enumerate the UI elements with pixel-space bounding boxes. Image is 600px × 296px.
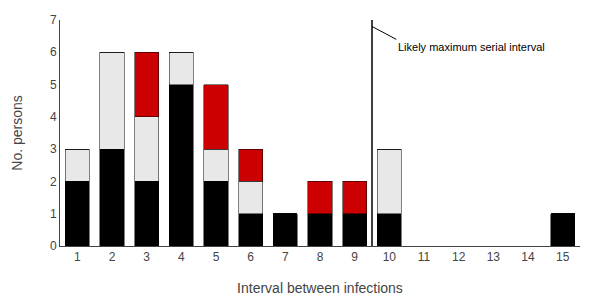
svg-text:11: 11: [418, 250, 431, 264]
svg-text:1: 1: [50, 207, 57, 221]
svg-text:4: 4: [178, 250, 185, 264]
svg-text:6: 6: [50, 45, 57, 59]
svg-text:9: 9: [351, 250, 358, 264]
svg-text:10: 10: [383, 250, 397, 264]
svg-text:15: 15: [556, 250, 570, 264]
svg-text:5: 5: [50, 78, 57, 92]
svg-text:1: 1: [74, 250, 81, 264]
svg-text:3: 3: [143, 250, 150, 264]
svg-text:4: 4: [50, 110, 57, 124]
svg-text:7: 7: [50, 13, 57, 27]
svg-text:Interval between infections: Interval between infections: [237, 280, 403, 296]
svg-text:No. persons: No. persons: [9, 95, 25, 170]
svg-text:2: 2: [50, 175, 57, 189]
svg-text:8: 8: [317, 250, 324, 264]
svg-text:Likely maximum serial interval: Likely maximum serial interval: [398, 41, 545, 53]
svg-text:12: 12: [452, 250, 466, 264]
svg-text:5: 5: [213, 250, 220, 264]
svg-text:0: 0: [50, 239, 57, 253]
svg-text:14: 14: [521, 250, 535, 264]
svg-text:13: 13: [487, 250, 501, 264]
svg-text:7: 7: [282, 250, 289, 264]
svg-text:6: 6: [247, 250, 254, 264]
svg-text:2: 2: [109, 250, 116, 264]
svg-text:3: 3: [50, 142, 57, 156]
